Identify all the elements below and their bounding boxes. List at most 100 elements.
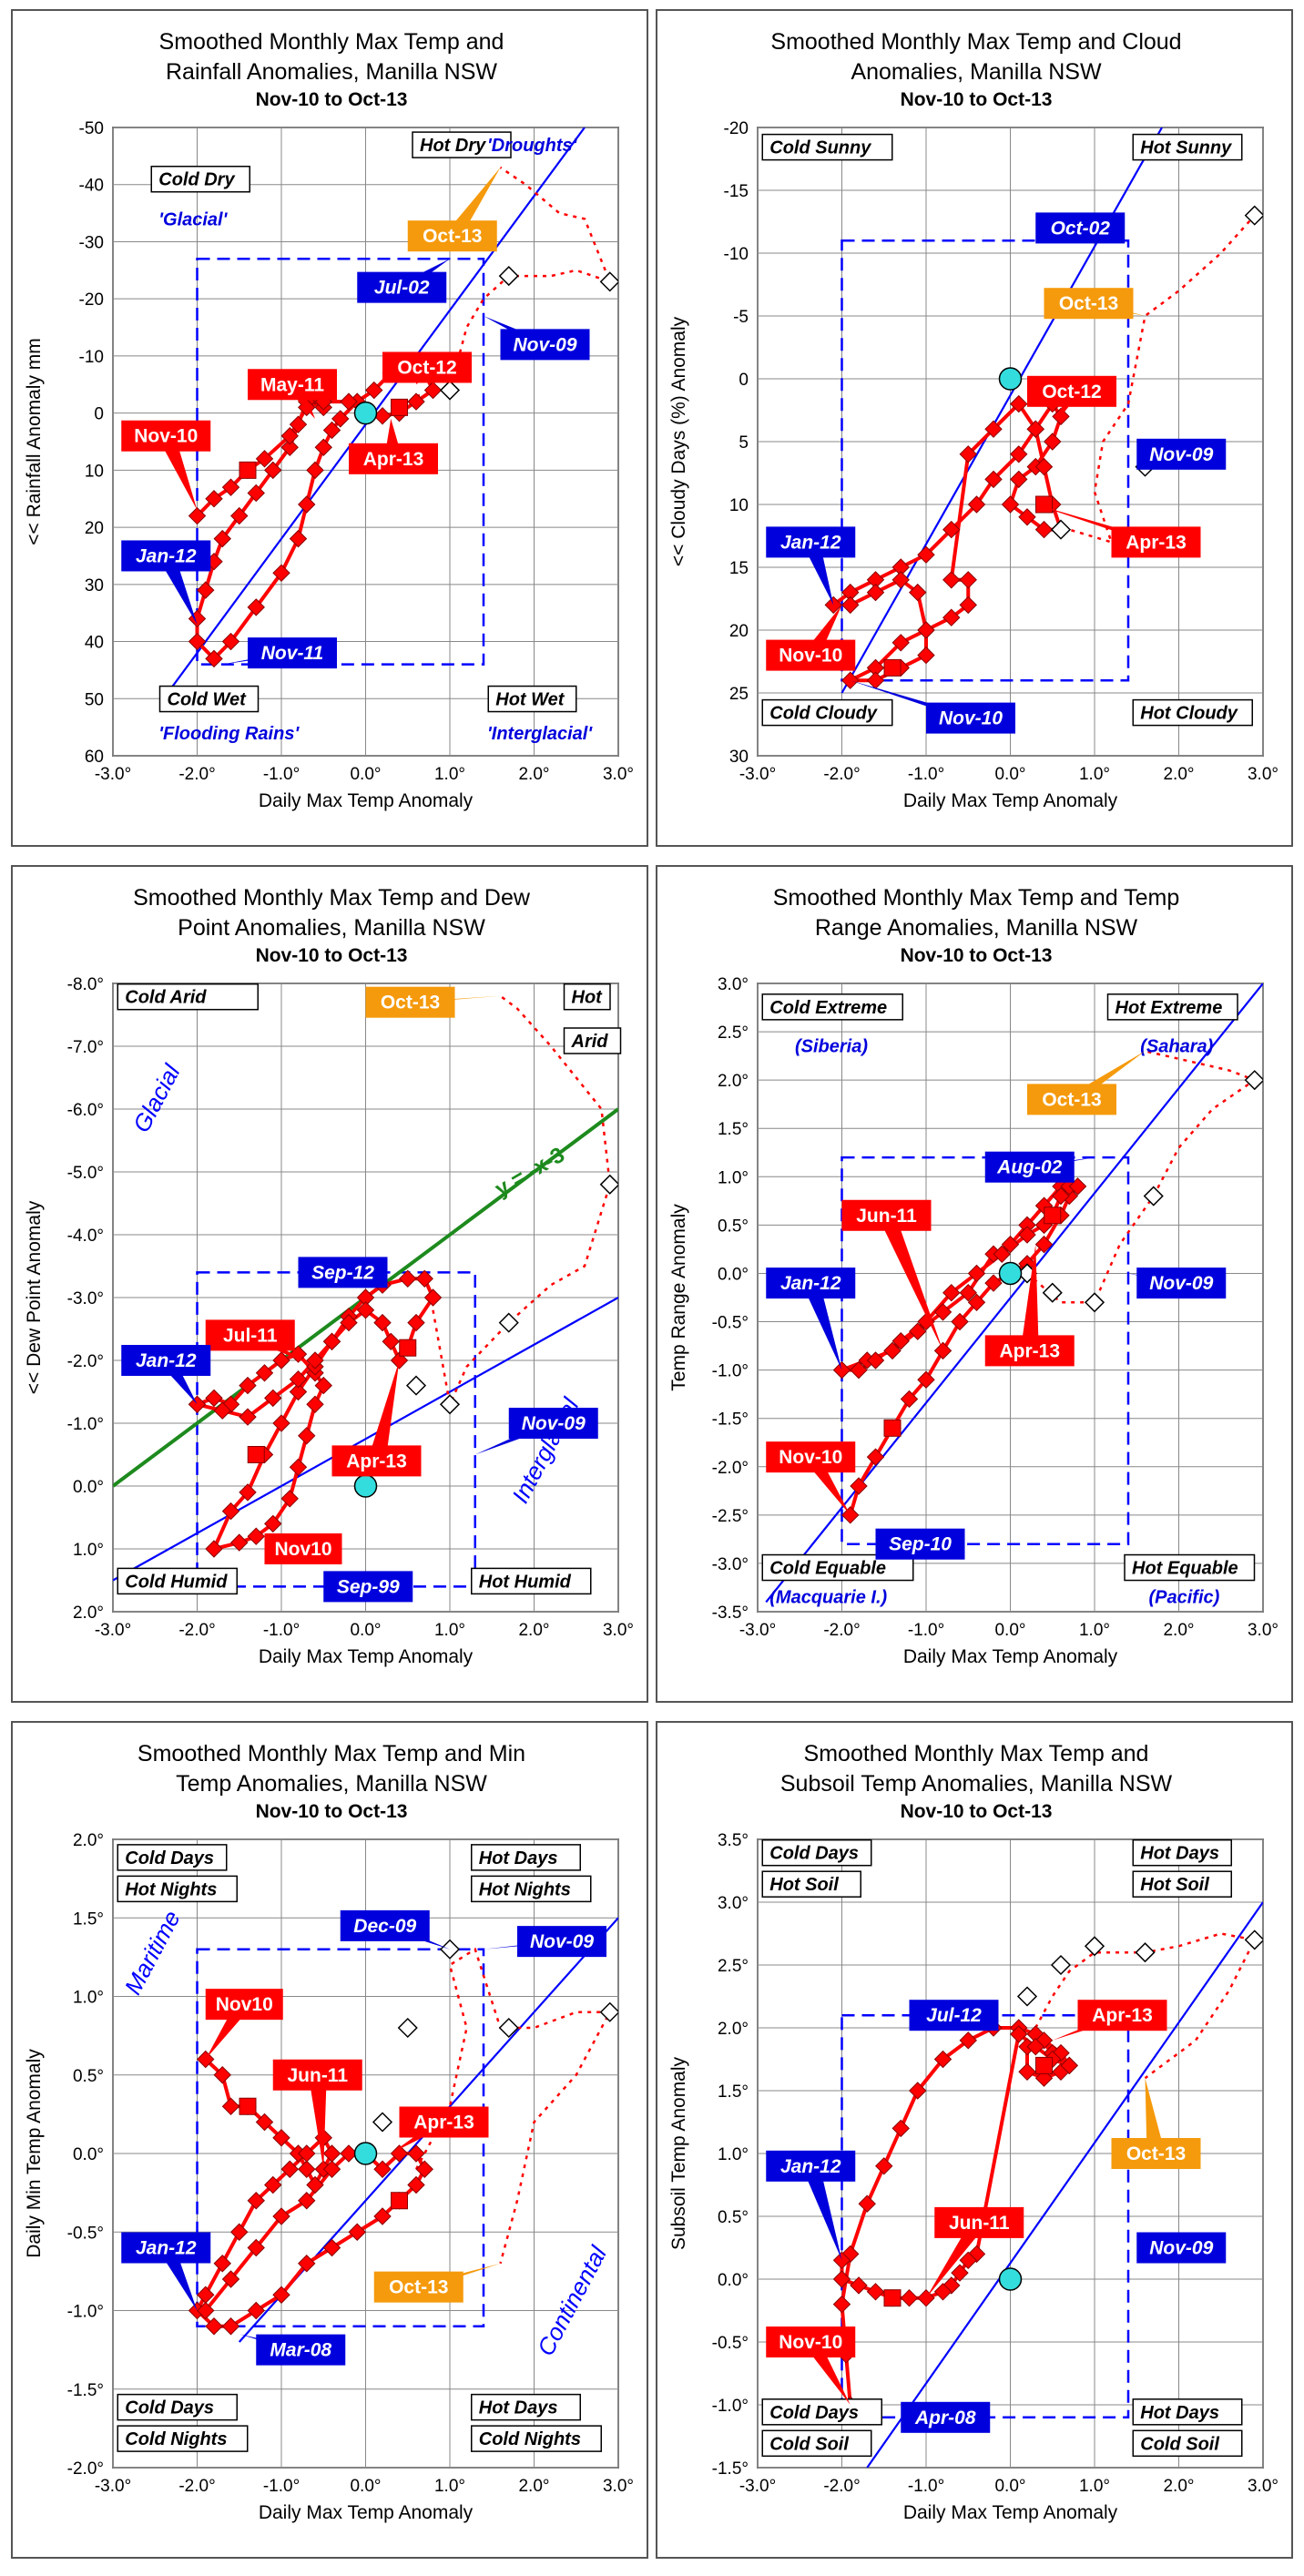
y-tick-label: -4.0° bbox=[67, 1227, 104, 1246]
callout-label: Oct-13 bbox=[1042, 1089, 1101, 1110]
red-diamond-point bbox=[1010, 394, 1028, 413]
red-diamond-point bbox=[967, 495, 986, 514]
callout-box bbox=[934, 2206, 1024, 2238]
red-square-point bbox=[239, 461, 257, 479]
chart-title-line: Smoothed Monthly Max Temp and bbox=[159, 29, 504, 55]
red-diamond-point bbox=[415, 2160, 433, 2178]
origin-marker bbox=[998, 367, 1023, 391]
region-label-box bbox=[471, 2425, 602, 2452]
red-diamond-point bbox=[841, 1506, 860, 1524]
region-label-box bbox=[761, 1870, 861, 1898]
y-tick-label: -1.0° bbox=[712, 2397, 749, 2416]
plot-group bbox=[188, 1917, 618, 2343]
region-label-box bbox=[150, 165, 250, 193]
region-label-box bbox=[563, 1027, 622, 1054]
chart-subtitle: Nov-10 to Oct-13 bbox=[256, 945, 408, 966]
y-tick-label: -2.0° bbox=[67, 2459, 104, 2479]
red-diamond-point bbox=[909, 2082, 927, 2100]
y-tick-label: 30 bbox=[85, 576, 104, 596]
red-diamond-point bbox=[900, 2288, 919, 2307]
chart-svg: Smoothed Monthly Max Temp and Subsoil Tem… bbox=[668, 1741, 1279, 2523]
y-tick-label: 25 bbox=[729, 685, 749, 704]
dotted-series-line bbox=[432, 994, 612, 1409]
x-tick-label: 1.0° bbox=[1079, 2477, 1110, 2496]
callout-box bbox=[500, 329, 590, 361]
red-diamond-point bbox=[221, 632, 240, 651]
y-tick-label: 15 bbox=[729, 559, 749, 578]
callout-box bbox=[1111, 526, 1201, 558]
red-square-point bbox=[239, 2097, 257, 2115]
red-square-point bbox=[1044, 1207, 1062, 1225]
x-axis-label: Daily Max Temp Anomaly bbox=[259, 2502, 474, 2523]
region-label: Cold Days bbox=[769, 1844, 859, 1864]
x-tick-label: 2.0° bbox=[1163, 1621, 1194, 1640]
red-diamond-point bbox=[883, 1341, 902, 1360]
callout-box bbox=[517, 1926, 606, 1958]
red-diamond-point bbox=[255, 2113, 274, 2132]
region-label: Hot Equable bbox=[1132, 1559, 1238, 1579]
red-diamond-point bbox=[331, 410, 350, 428]
chart-svg: Smoothed Monthly Max Temp and Temp Range … bbox=[668, 885, 1279, 1667]
region-label-box bbox=[1106, 993, 1238, 1021]
callout-label: Oct-13 bbox=[1059, 293, 1118, 314]
region-label-box bbox=[471, 1844, 581, 1871]
red-diamond-point bbox=[423, 1288, 443, 1307]
callout-label: Oct-13 bbox=[423, 226, 482, 247]
red-diamond-point bbox=[239, 1483, 257, 1502]
y-axis-label: << Rainfall Anomaly mm bbox=[24, 338, 45, 545]
chart-title-line: Smoothed Monthly Max Temp and bbox=[804, 1741, 1149, 1767]
red-diamond-point bbox=[399, 1269, 417, 1288]
x-tick-label: 3.0° bbox=[603, 1621, 634, 1640]
chart-title-line: Smoothed Monthly Max Temp and Temp bbox=[773, 885, 1180, 911]
y-axis-label: Temp Range Anomaly bbox=[668, 1204, 689, 1391]
red-diamond-point bbox=[280, 438, 299, 456]
red-square-point bbox=[883, 2289, 902, 2307]
region-label: Cold Soil bbox=[1140, 2434, 1219, 2454]
y-tick-label: 2.0° bbox=[718, 2020, 749, 2039]
callout-box bbox=[349, 443, 438, 474]
x-axis-label: Daily Max Temp Anomaly bbox=[903, 1646, 1118, 1667]
callout-box bbox=[323, 1571, 413, 1603]
callout-box bbox=[766, 526, 856, 558]
y-tick-label: 50 bbox=[85, 690, 104, 709]
red-diamond-point bbox=[314, 438, 332, 456]
callout-label: Nov-09 bbox=[1149, 1273, 1213, 1294]
red-diamond-point bbox=[407, 2175, 425, 2194]
callout-label: Oct-13 bbox=[381, 993, 440, 1013]
callout-box bbox=[382, 351, 472, 383]
region-label: Hot Humid bbox=[479, 1572, 572, 1592]
red-diamond-point bbox=[213, 1401, 231, 1420]
callout-label: Nov-09 bbox=[513, 334, 576, 355]
region-label: Cold Extreme bbox=[769, 998, 887, 1018]
red-diamond-point bbox=[289, 529, 308, 548]
callout-label: Nov-09 bbox=[522, 1413, 586, 1434]
red-diamond-point bbox=[230, 1533, 249, 1552]
x-tick-label: 3.0° bbox=[603, 2477, 634, 2496]
red-diamond-point bbox=[942, 608, 961, 626]
region-label-box bbox=[761, 133, 893, 161]
red-diamond-point bbox=[247, 484, 265, 503]
chart-temp-range: Smoothed Monthly Max Temp and Temp Range … bbox=[656, 865, 1293, 1703]
x-axis-label: Daily Max Temp Anomaly bbox=[903, 790, 1118, 811]
red-diamond-point bbox=[959, 1283, 977, 1302]
red-diamond-point bbox=[280, 427, 299, 445]
red-diamond-point bbox=[314, 1376, 332, 1395]
callout-box bbox=[121, 420, 211, 452]
red-diamond-point bbox=[221, 1502, 240, 1521]
region-label-box bbox=[471, 1567, 592, 1595]
red-diamond-point bbox=[909, 583, 927, 602]
callout-pointer bbox=[926, 2222, 989, 2298]
callout-label: Apr-13 bbox=[363, 449, 424, 470]
red-diamond-point bbox=[917, 2288, 935, 2307]
origin-marker bbox=[998, 1261, 1023, 1286]
y-tick-label: 10 bbox=[729, 496, 749, 515]
chart-svg: Smoothed Monthly Max Temp and Min Temp An… bbox=[24, 1741, 634, 2523]
y-tick-label: 2.5° bbox=[718, 1957, 749, 1976]
red-diamond-point bbox=[850, 1477, 868, 1495]
y-tick-label: -2.0° bbox=[712, 1459, 749, 1478]
red-diamond-point bbox=[298, 2144, 316, 2163]
open-diamond-point bbox=[1016, 1986, 1038, 2007]
red-diamond-point bbox=[247, 2192, 265, 2210]
red-diamond-point bbox=[205, 1389, 223, 1408]
region-label: Hot Days bbox=[1140, 1844, 1219, 1864]
